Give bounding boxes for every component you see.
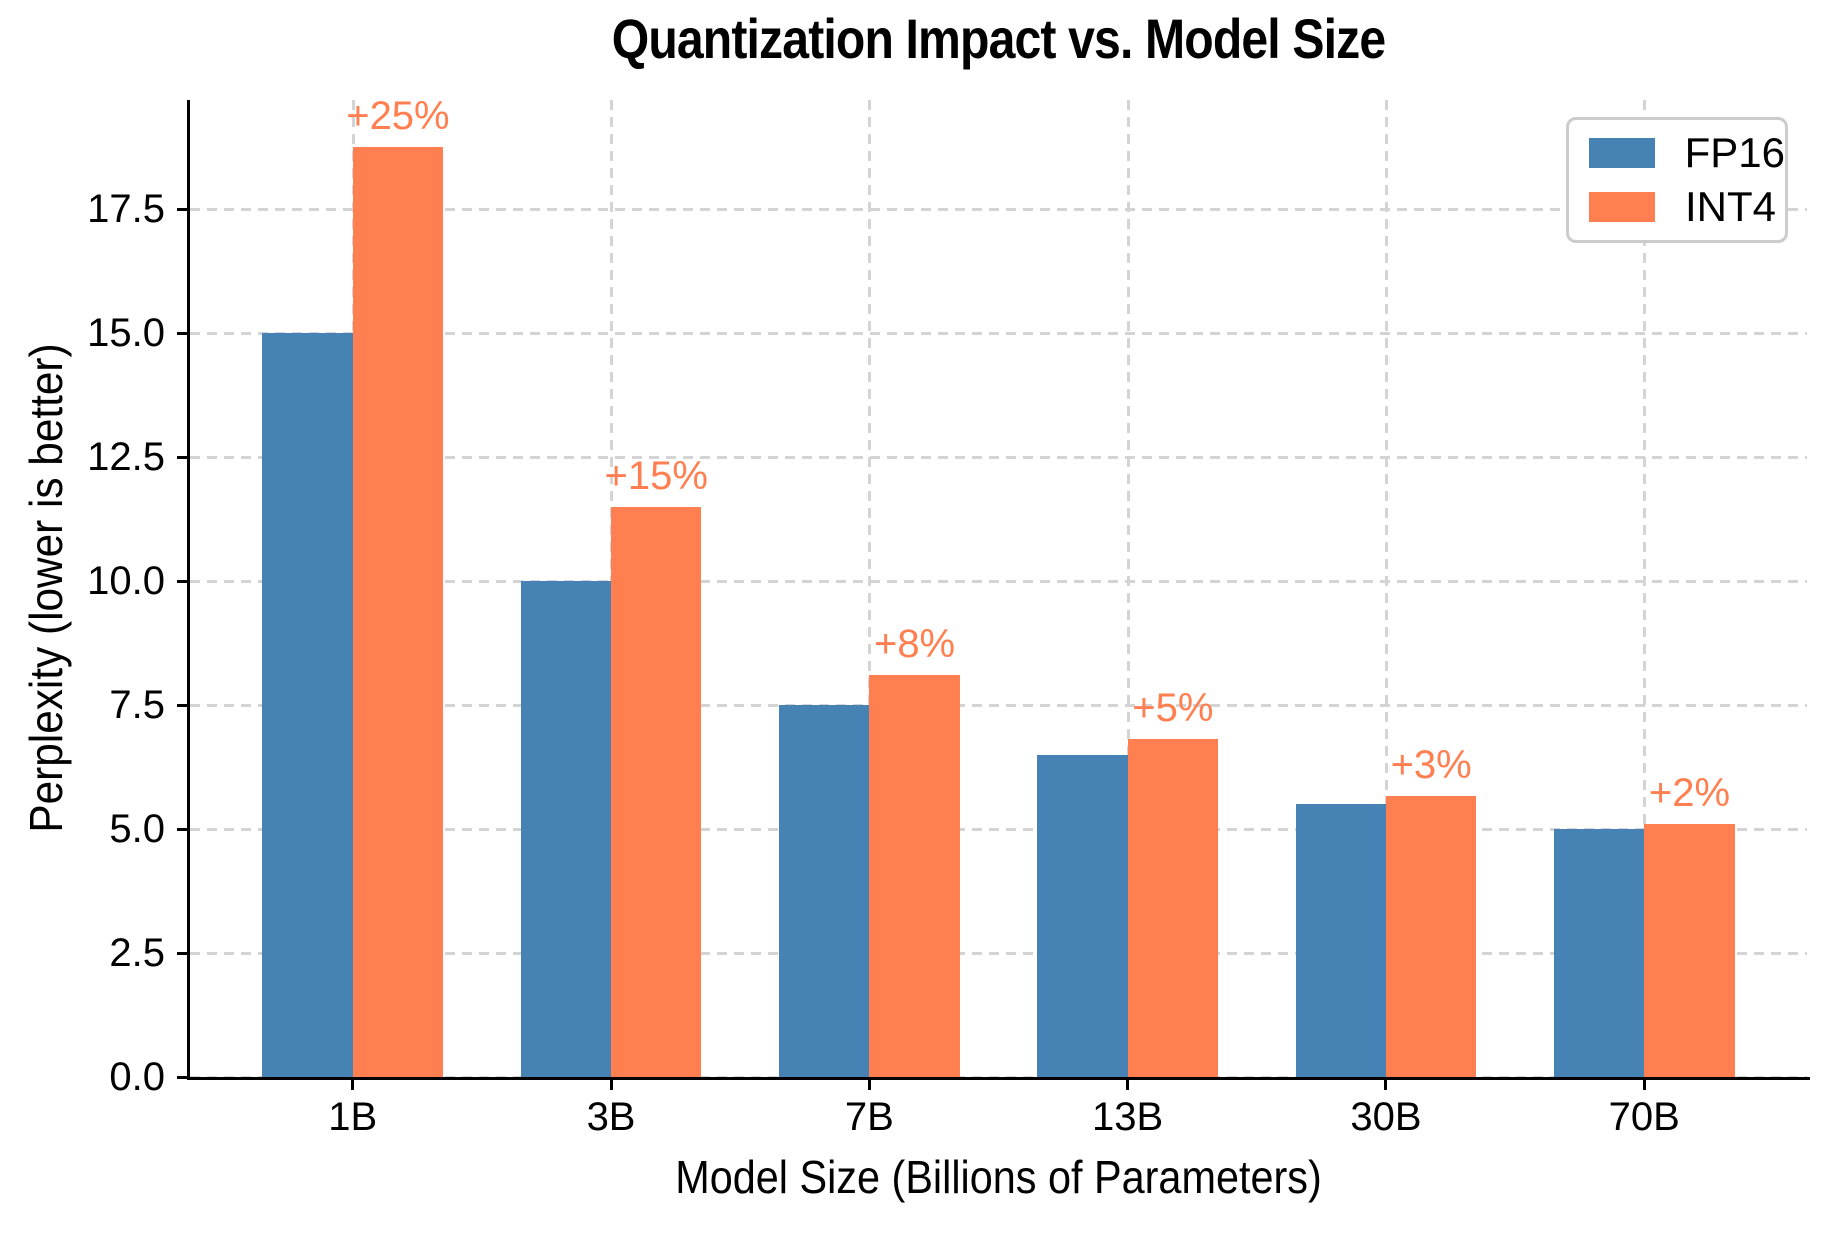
y-tick-mark — [177, 455, 190, 459]
x-axis-label: Model Size (Billions of Parameters) — [675, 1151, 1322, 1203]
y-tick-mark — [177, 827, 190, 831]
bar-fp16-3b — [520, 581, 612, 1077]
bar-annotation: +8% — [873, 622, 956, 667]
bar-annotation: +25% — [346, 94, 450, 139]
bar-annotation: +2% — [1648, 771, 1731, 816]
y-tick-label: 15.0 — [87, 311, 165, 356]
y-tick-label: 7.5 — [109, 683, 165, 728]
x-tick-label: 1B — [328, 1095, 378, 1139]
bar-annotation: +5% — [1132, 685, 1214, 730]
x-axis-spine — [187, 1077, 1810, 1080]
y-tick-mark — [177, 703, 190, 707]
y-axis-spine — [187, 100, 190, 1080]
bar-annotation: +3% — [1390, 743, 1472, 788]
y-tick-label: 17.5 — [87, 187, 165, 232]
bar-annotation: +15% — [604, 453, 708, 498]
bar-int4-7b — [869, 675, 960, 1077]
legend-label-fp16: FP16 — [1684, 129, 1785, 176]
x-tick-label: 30B — [1350, 1095, 1422, 1139]
horizontal-gridline — [190, 332, 1807, 336]
fp16-color-swatch — [1589, 138, 1655, 168]
x-tick-mark — [1126, 1077, 1130, 1090]
y-tick-label: 10.0 — [87, 559, 165, 604]
y-tick-mark — [177, 331, 190, 335]
x-tick-label: 13B — [1092, 1095, 1164, 1139]
x-tick-mark — [1642, 1077, 1646, 1090]
bar-int4-1b — [352, 147, 444, 1077]
horizontal-gridline — [190, 704, 1807, 708]
y-tick-mark — [177, 1075, 190, 1079]
y-tick-mark — [177, 951, 190, 955]
vertical-gridline — [1384, 100, 1388, 1077]
int4-color-swatch — [1589, 192, 1655, 222]
y-tick-mark — [177, 579, 190, 583]
x-tick-mark — [867, 1077, 871, 1090]
legend-entry-int4: INT4 — [1589, 186, 1785, 228]
x-tick-label: 70B — [1608, 1095, 1680, 1139]
y-tick-label: 5.0 — [109, 807, 165, 852]
legend: FP16 INT4 — [1566, 117, 1788, 243]
horizontal-gridline — [190, 456, 1807, 460]
horizontal-gridline — [190, 208, 1807, 212]
x-tick-mark — [1384, 1077, 1388, 1090]
y-tick-label: 2.5 — [109, 931, 165, 975]
vertical-gridline — [1126, 100, 1130, 1077]
x-tick-mark — [351, 1077, 355, 1090]
legend-label-int4: INT4 — [1685, 183, 1777, 230]
vertical-gridline — [868, 100, 872, 1077]
bar-fp16-30b — [1295, 804, 1386, 1077]
bar-fp16-7b — [778, 705, 870, 1077]
y-tick-mark — [177, 207, 190, 211]
bar-int4-30b — [1385, 796, 1477, 1077]
bar-fp16-13b — [1037, 754, 1128, 1077]
y-tick-label: 0.0 — [109, 1055, 165, 1099]
horizontal-gridline — [190, 580, 1807, 584]
vertical-gridline — [1643, 100, 1647, 1077]
x-tick-label: 7B — [844, 1095, 894, 1139]
x-tick-label: 3B — [586, 1095, 636, 1139]
bar-fp16-70b — [1553, 829, 1645, 1077]
bar-fp16-1b — [262, 333, 353, 1077]
horizontal-gridline — [190, 952, 1807, 955]
bar-int4-3b — [611, 506, 702, 1077]
bar-int4-13b — [1127, 738, 1219, 1077]
horizontal-gridline — [190, 828, 1807, 832]
chart-title: Quantization Impact vs. Model Size — [611, 7, 1386, 70]
bar-int4-70b — [1644, 824, 1735, 1077]
legend-entry-fp16: FP16 — [1589, 132, 1785, 174]
y-tick-label: 12.5 — [87, 435, 165, 480]
x-tick-mark — [609, 1077, 613, 1090]
